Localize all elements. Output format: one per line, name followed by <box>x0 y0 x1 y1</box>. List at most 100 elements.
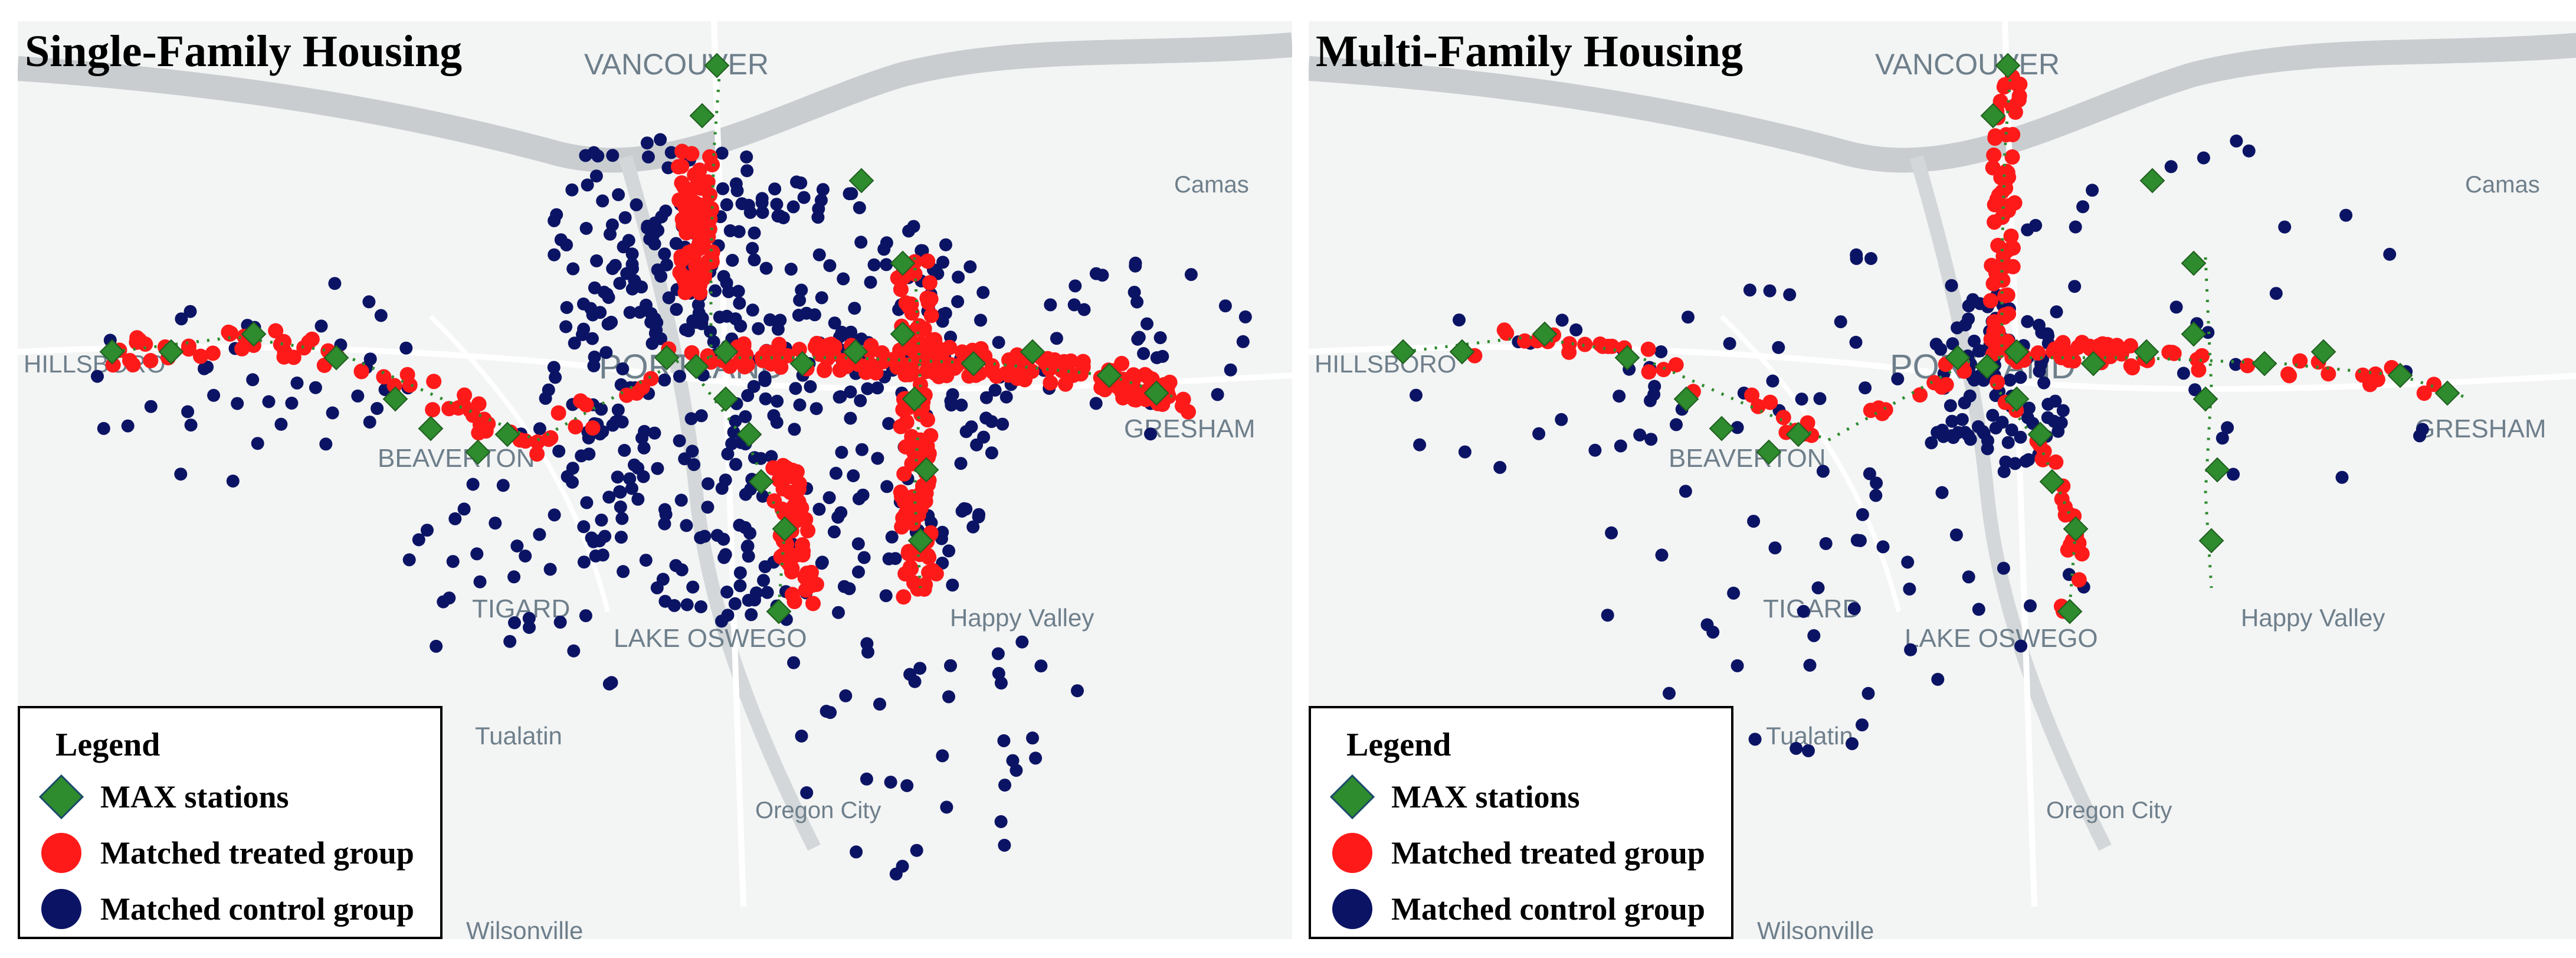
treated-point <box>702 187 718 203</box>
control-point <box>771 210 785 223</box>
control-point <box>363 416 376 429</box>
control-point <box>1995 416 2009 429</box>
control-point <box>815 557 828 570</box>
control-point <box>552 444 566 458</box>
control-point <box>977 430 991 444</box>
legend-item-max-stations: MAX stations <box>38 773 289 820</box>
control-point <box>992 336 1005 349</box>
max-station-marker <box>241 321 267 347</box>
control-point <box>997 734 1011 747</box>
control-point <box>470 547 484 561</box>
control-point <box>877 243 891 256</box>
control-point <box>1795 393 1808 406</box>
control-point <box>1847 602 1861 616</box>
treated-point <box>517 433 533 449</box>
control-point <box>1613 390 1626 403</box>
control-point <box>2069 220 2082 234</box>
control-point <box>939 238 952 251</box>
treated-point <box>2046 344 2062 359</box>
treated-point <box>774 501 790 517</box>
control-point <box>1555 413 1568 426</box>
control-point <box>686 444 699 458</box>
treated-point <box>901 544 916 560</box>
control-point <box>1140 317 1153 331</box>
treated-point <box>1996 309 2012 325</box>
control-point <box>809 402 823 416</box>
control-point <box>2278 220 2292 234</box>
control-point <box>831 511 845 524</box>
treated-point <box>896 466 912 482</box>
control-point <box>1077 303 1091 316</box>
treated-point <box>691 236 707 251</box>
control-point <box>746 303 759 317</box>
control-point <box>754 452 768 465</box>
treated-point <box>771 336 787 352</box>
control-point <box>991 647 1005 661</box>
treated-point <box>943 357 958 372</box>
control-point <box>692 306 706 320</box>
treated-point <box>234 341 250 357</box>
treated-point <box>920 253 936 269</box>
control-point <box>589 169 603 183</box>
control-point <box>2383 247 2397 261</box>
control-point <box>605 676 618 689</box>
control-point <box>1945 279 1958 292</box>
control-point <box>988 384 1002 397</box>
control-point <box>2242 144 2256 158</box>
control-point <box>864 276 877 289</box>
control-point <box>1783 288 1797 302</box>
control-point <box>1834 315 1847 329</box>
columbia-river <box>1309 32 2576 173</box>
treated-point <box>268 323 284 339</box>
control-point <box>743 527 756 540</box>
control-point <box>963 260 977 273</box>
control-point <box>662 291 676 305</box>
control-point <box>1458 445 1471 459</box>
control-point <box>399 341 413 355</box>
control-point <box>625 482 638 495</box>
treated-point <box>2010 77 2026 93</box>
max-station-marker <box>2063 516 2089 542</box>
control-point <box>680 598 694 612</box>
control-point <box>726 254 739 267</box>
control-point <box>2024 599 2037 613</box>
control-point <box>857 551 871 564</box>
treated-point <box>2003 228 2019 244</box>
treated-point <box>143 353 159 368</box>
treated-point <box>896 589 912 605</box>
max-station-marker <box>465 439 491 465</box>
control-point <box>1802 744 1815 757</box>
treated-point <box>2071 572 2087 588</box>
control-point <box>800 786 814 799</box>
control-point <box>1768 541 1782 555</box>
max-station-marker <box>2004 386 2030 412</box>
map-place-label: VANCOUVER <box>584 48 769 81</box>
max-station-marker <box>2310 339 2336 365</box>
control-point <box>664 146 678 159</box>
control-point <box>733 566 747 580</box>
control-point <box>721 447 735 461</box>
control-point <box>565 183 579 197</box>
max-station-marker <box>1096 362 1122 388</box>
control-point <box>787 656 801 669</box>
max-station-marker <box>2039 469 2065 495</box>
control-point <box>290 376 304 390</box>
control-point <box>539 391 552 405</box>
control-point <box>2021 315 2034 328</box>
control-point <box>717 551 731 564</box>
control-point <box>351 389 365 403</box>
treated-point <box>807 339 823 355</box>
treated-point <box>1998 180 2014 196</box>
treated-point <box>2082 338 2097 354</box>
control-point <box>695 317 709 331</box>
legend-label: Matched control group <box>100 891 414 927</box>
control-point <box>719 473 732 487</box>
control-point <box>757 574 770 587</box>
control-point <box>820 705 833 718</box>
control-point <box>940 800 953 814</box>
treated-point <box>2011 92 2027 108</box>
control-point <box>755 196 769 210</box>
control-point <box>742 550 755 563</box>
control-point <box>815 291 828 305</box>
control-point <box>577 322 591 336</box>
